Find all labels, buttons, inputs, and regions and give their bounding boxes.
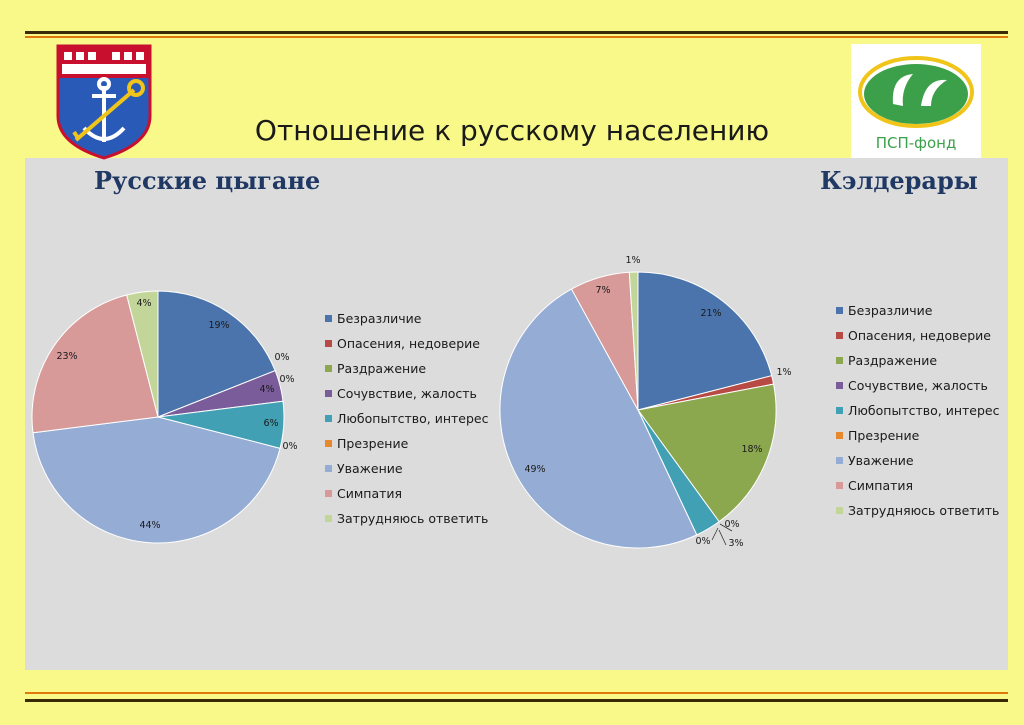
pie-slice — [31, 294, 159, 434]
leader-line — [718, 529, 727, 546]
legend-swatch — [325, 440, 332, 447]
legend-label: Раздражение — [848, 353, 938, 368]
legend-swatch — [836, 332, 843, 339]
legend-swatch — [325, 365, 332, 372]
pie-data-label: 0% — [282, 441, 297, 452]
legend-swatch — [325, 490, 332, 497]
page-title: Отношение к русскому населению — [254, 114, 770, 147]
top-rule-orange — [25, 36, 1008, 38]
pie-data-label: 1% — [776, 367, 791, 378]
leader-line — [711, 527, 719, 541]
legend-swatch — [836, 307, 843, 314]
pie-slice — [637, 271, 773, 411]
legend-label: Сочувствие, жалость — [337, 386, 477, 401]
right-chart-title: Кэлдерары — [820, 166, 978, 195]
bottom-rule-orange — [25, 692, 1008, 694]
pie-data-label: 6% — [263, 418, 278, 429]
legend-swatch — [836, 457, 843, 464]
legend-swatch — [836, 482, 843, 489]
legend-label: Безразличие — [848, 303, 933, 318]
legend-label: Презрение — [848, 428, 920, 443]
pie-data-label: 21% — [700, 308, 721, 319]
legend-label: Затрудняюсь ответить — [337, 511, 489, 526]
pie-data-label: 0% — [695, 536, 710, 547]
coat-of-arms-logo — [56, 44, 152, 160]
legend-label: Симпатия — [848, 478, 914, 493]
legend-label: Презрение — [337, 436, 409, 451]
pie-data-label: 4% — [259, 384, 274, 395]
pie-data-label: 1% — [625, 255, 640, 266]
legend-swatch — [836, 382, 843, 389]
psp-fund-logo: ПСП-фонд — [851, 44, 981, 158]
pie-data-label: 7% — [595, 285, 610, 296]
pie-data-label: 18% — [741, 444, 762, 455]
pie-data-label: 0% — [724, 519, 739, 530]
legend-label: Опасения, недоверие — [848, 328, 991, 343]
legend-swatch — [325, 515, 332, 522]
left-chart-title: Русские цыгане — [94, 166, 321, 195]
pie-data-label: 4% — [136, 298, 151, 309]
legend-swatch — [836, 357, 843, 364]
pie-slice — [157, 290, 276, 418]
pie-slice — [628, 271, 639, 411]
legend-label: Симпатия — [337, 486, 403, 501]
pie-slice — [499, 288, 698, 549]
pie-slice — [637, 383, 777, 523]
legend-swatch — [325, 340, 332, 347]
legend-swatch — [325, 390, 332, 397]
pie-data-label: 0% — [279, 374, 294, 385]
top-rule-dark — [25, 31, 1008, 34]
legend-label: Сочувствие, жалость — [848, 378, 988, 393]
legend-swatch — [836, 432, 843, 439]
pie-data-label: 0% — [274, 352, 289, 363]
pie-data-label: 49% — [524, 464, 545, 475]
legend-swatch — [325, 415, 332, 422]
legend-label: Уважение — [848, 453, 914, 468]
legend-label: Уважение — [337, 461, 403, 476]
legend-label: Любопытство, интерес — [337, 411, 489, 426]
leader-line — [719, 523, 733, 532]
legend-label: Безразличие — [337, 311, 422, 326]
legend-label: Любопытство, интерес — [848, 403, 1000, 418]
legend-label: Опасения, недоверие — [337, 336, 480, 351]
pie-data-label: 23% — [56, 351, 77, 362]
bottom-rule-dark — [25, 699, 1008, 702]
legend-swatch — [325, 315, 332, 322]
legend-swatch — [325, 465, 332, 472]
pie-slice — [32, 416, 281, 544]
legend-label: Затрудняюсь ответить — [848, 503, 1000, 518]
legend-swatch — [836, 507, 843, 514]
legend-swatch — [836, 407, 843, 414]
legend-label: Раздражение — [337, 361, 427, 376]
pie-slice — [126, 290, 159, 418]
pie-data-label: 3% — [728, 538, 743, 549]
pie-data-label: 44% — [139, 520, 160, 531]
psp-logo-text: ПСП-фонд — [876, 134, 957, 152]
pie-data-label: 19% — [208, 320, 229, 331]
